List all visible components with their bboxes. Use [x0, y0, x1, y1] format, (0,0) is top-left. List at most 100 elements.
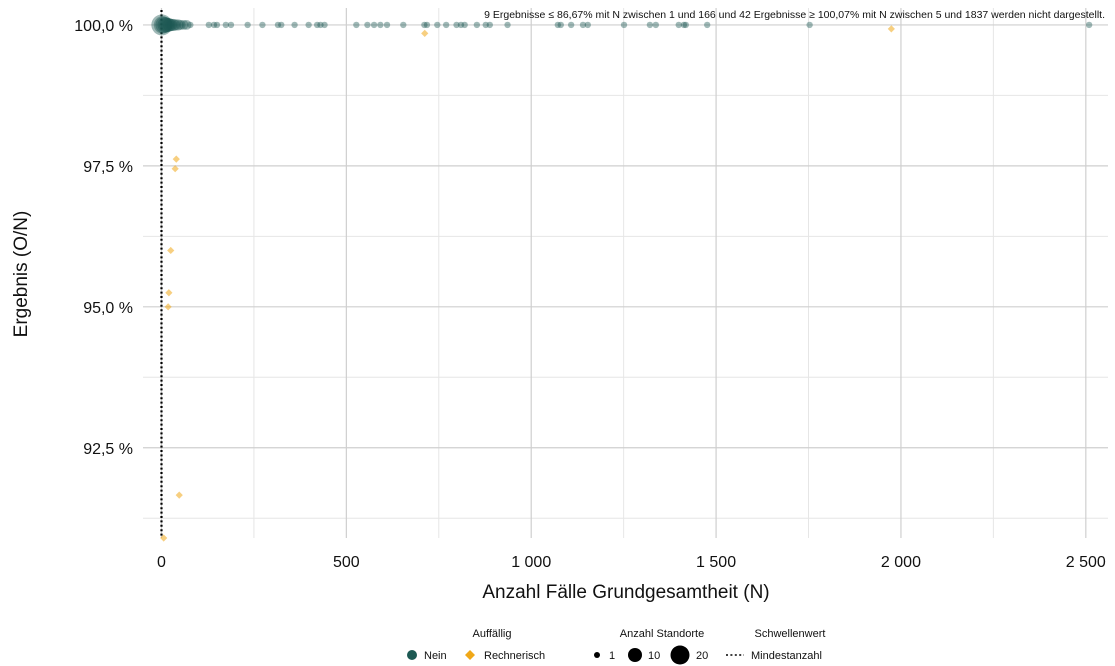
- legend-marker-rechnerisch: [465, 650, 475, 660]
- legend-title-auffaellig: Auffällig: [473, 628, 512, 640]
- data-point-rechnerisch: [165, 289, 173, 297]
- data-point-nein: [155, 16, 172, 34]
- data-point-nein: [259, 21, 266, 29]
- exclusion-note: 9 Ergebnisse ≤ 86,67% mit N zwischen 1 u…: [484, 9, 1105, 21]
- data-point-rechnerisch: [887, 25, 895, 33]
- legend-size-label-10: 10: [648, 650, 660, 662]
- data-point-nein: [434, 21, 441, 29]
- data-point-nein: [423, 21, 431, 29]
- data-point-nein: [165, 18, 178, 32]
- data-point-rechnerisch: [172, 155, 180, 163]
- data-point-nein: [579, 21, 587, 29]
- data-point-rechnerisch: [171, 165, 179, 173]
- x-axis-title: Anzahl Fälle Grundgesamtheit (N): [482, 582, 769, 603]
- data-point-nein: [383, 21, 391, 29]
- data-point-nein: [457, 21, 465, 29]
- legend-label-rechnerisch: Rechnerisch: [484, 650, 545, 662]
- data-point-nein: [151, 14, 173, 36]
- legend-marker-nein: [407, 650, 417, 660]
- data-point-nein: [159, 17, 174, 33]
- legend-size-marker-1: [594, 652, 600, 658]
- y-tick-label: 100,0 %: [74, 18, 133, 35]
- legend-size-label-1: 1: [609, 650, 615, 662]
- legend: Auffällig Anzahl Standorte Schwellenwert Ne…: [407, 628, 825, 665]
- data-point-nein: [1085, 21, 1093, 29]
- data-point-nein: [504, 21, 511, 29]
- data-point-nein: [704, 21, 711, 29]
- data-point-rechnerisch: [160, 534, 168, 542]
- data-point-nein: [291, 21, 298, 29]
- data-point-nein: [167, 18, 180, 32]
- data-point-nein: [274, 21, 282, 29]
- data-point-nein: [400, 21, 407, 29]
- data-point-nein: [172, 19, 184, 31]
- data-point-nein: [353, 21, 360, 29]
- data-point-nein: [157, 17, 173, 33]
- data-point-rechnerisch: [164, 303, 172, 311]
- data-point-nein: [181, 20, 192, 30]
- data-point-nein: [321, 21, 328, 29]
- data-point-nein: [482, 21, 489, 29]
- data-point-nein: [680, 21, 688, 29]
- x-tick-label: 1 000: [511, 554, 551, 571]
- data-point-nein: [161, 17, 176, 32]
- data-point-nein: [584, 21, 591, 29]
- y-axis-title: Ergebnis (O/N): [11, 211, 32, 338]
- x-tick-label: 2 500: [1066, 554, 1106, 571]
- data-point-nein: [567, 21, 575, 29]
- legend-title-schwellenwert: Schwellenwert: [755, 628, 826, 640]
- data-point-nein: [806, 21, 813, 29]
- data-point-nein: [377, 21, 384, 29]
- data-point-nein: [227, 21, 235, 29]
- data-point-nein: [317, 21, 324, 29]
- data-point-nein: [461, 21, 468, 29]
- data-point-nein: [652, 21, 660, 29]
- legend-title-standorte: Anzahl Standorte: [620, 628, 704, 640]
- data-point-nein: [210, 21, 218, 29]
- data-point-nein: [453, 21, 460, 29]
- data-point-nein: [554, 21, 562, 29]
- data-point-nein: [313, 21, 321, 29]
- y-tick-label: 92,5 %: [83, 441, 133, 458]
- x-tick-label: 0: [157, 554, 166, 571]
- x-tick-label: 1 500: [696, 554, 736, 571]
- legend-size-marker-10: [628, 648, 642, 662]
- legend-size-label-20: 20: [696, 650, 708, 662]
- data-point-nein: [682, 21, 689, 29]
- legend-label-mindestanzahl: Mindestanzahl: [751, 650, 822, 662]
- data-point-nein: [153, 16, 172, 34]
- data-point-rechnerisch: [167, 246, 175, 255]
- y-tick-label: 97,5 %: [83, 159, 133, 176]
- data-point-rechnerisch: [175, 491, 183, 499]
- legend-label-nein: Nein: [424, 650, 447, 662]
- data-point-rechnerisch: [421, 29, 429, 37]
- x-tick-label: 500: [333, 554, 360, 571]
- data-point-nein: [675, 21, 682, 29]
- data-point-nein: [213, 21, 221, 29]
- data-point-nein: [370, 21, 378, 29]
- data-points: [151, 14, 1093, 542]
- data-point-nein: [244, 21, 251, 29]
- data-point-nein: [305, 21, 312, 29]
- data-point-nein: [646, 21, 654, 29]
- legend-size-marker-20: [670, 645, 690, 665]
- data-point-nein: [175, 20, 186, 30]
- data-point-nein: [178, 20, 189, 30]
- data-point-nein: [278, 21, 285, 29]
- data-point-nein: [187, 21, 194, 29]
- data-point-nein: [486, 21, 494, 29]
- data-point-nein: [557, 21, 564, 29]
- data-point-nein: [442, 21, 450, 29]
- data-point-nein: [620, 21, 628, 29]
- data-point-nein: [205, 21, 213, 29]
- y-tick-label: 95,0 %: [83, 300, 133, 317]
- data-point-nein: [169, 19, 182, 31]
- x-tick-label: 2 000: [881, 554, 921, 571]
- data-point-nein: [222, 21, 230, 29]
- grid: [143, 8, 1108, 538]
- axes: 0 500 1 000 1 500 2 000 2 500 92,5 % 95,0 % 97,5…: [74, 18, 1106, 571]
- data-point-nein: [364, 21, 371, 29]
- data-point-nein: [473, 21, 481, 29]
